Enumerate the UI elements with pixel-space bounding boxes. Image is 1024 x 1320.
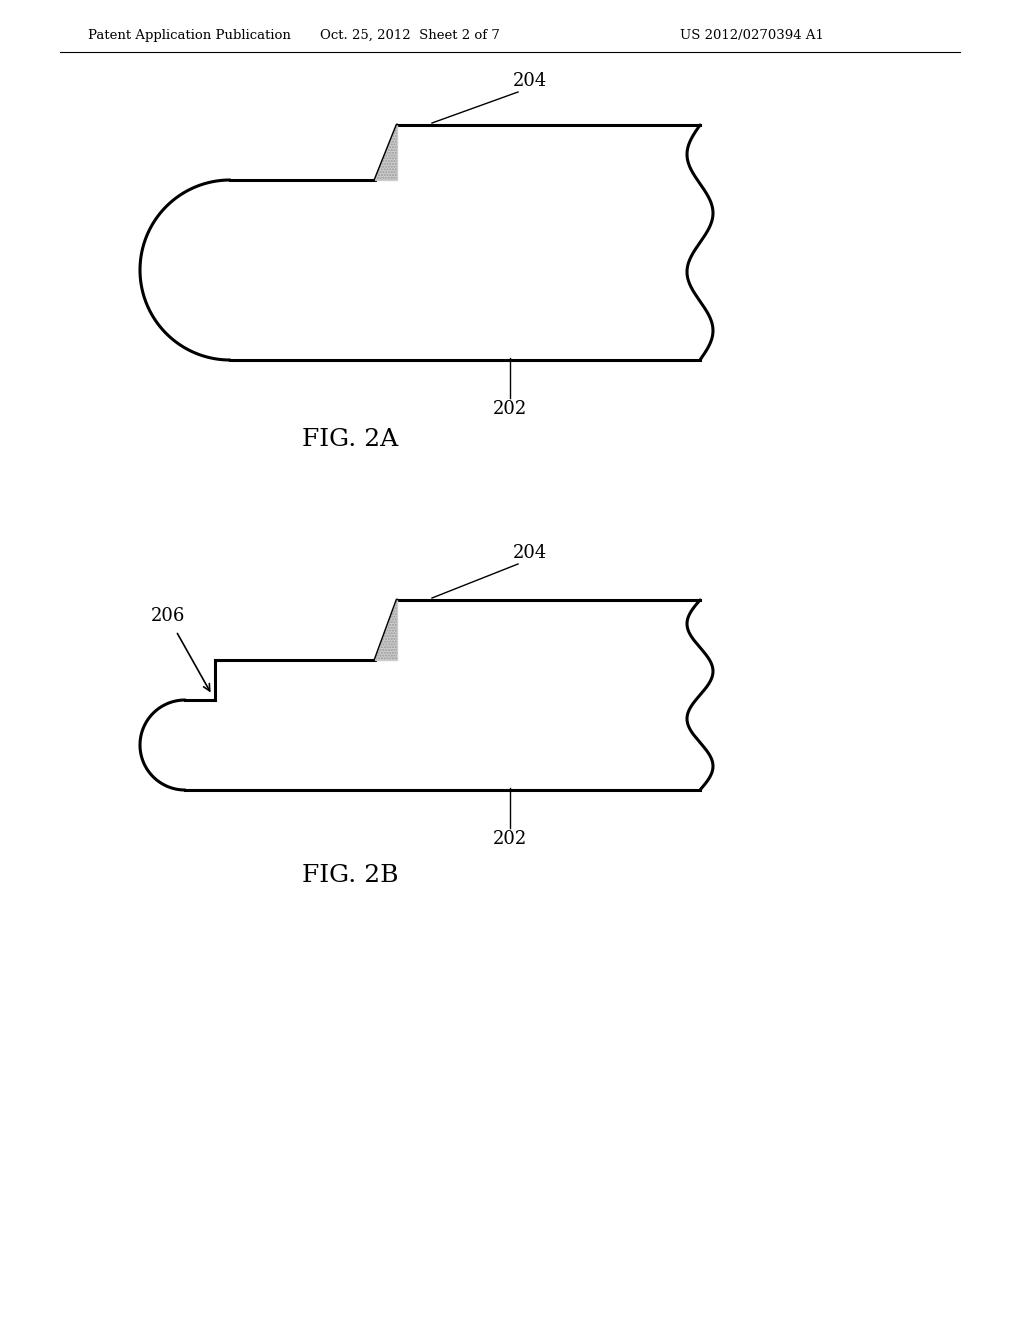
Text: FIG. 2A: FIG. 2A — [302, 429, 398, 451]
Text: 202: 202 — [493, 830, 527, 847]
Text: FIG. 2B: FIG. 2B — [302, 863, 398, 887]
Text: Patent Application Publication: Patent Application Publication — [88, 29, 291, 41]
Text: 206: 206 — [151, 607, 185, 624]
Text: 202: 202 — [493, 400, 527, 418]
Polygon shape — [375, 601, 397, 660]
Text: 204: 204 — [513, 73, 547, 90]
Text: 204: 204 — [513, 544, 547, 562]
Polygon shape — [375, 125, 397, 180]
Text: US 2012/0270394 A1: US 2012/0270394 A1 — [680, 29, 824, 41]
Text: Oct. 25, 2012  Sheet 2 of 7: Oct. 25, 2012 Sheet 2 of 7 — [321, 29, 500, 41]
